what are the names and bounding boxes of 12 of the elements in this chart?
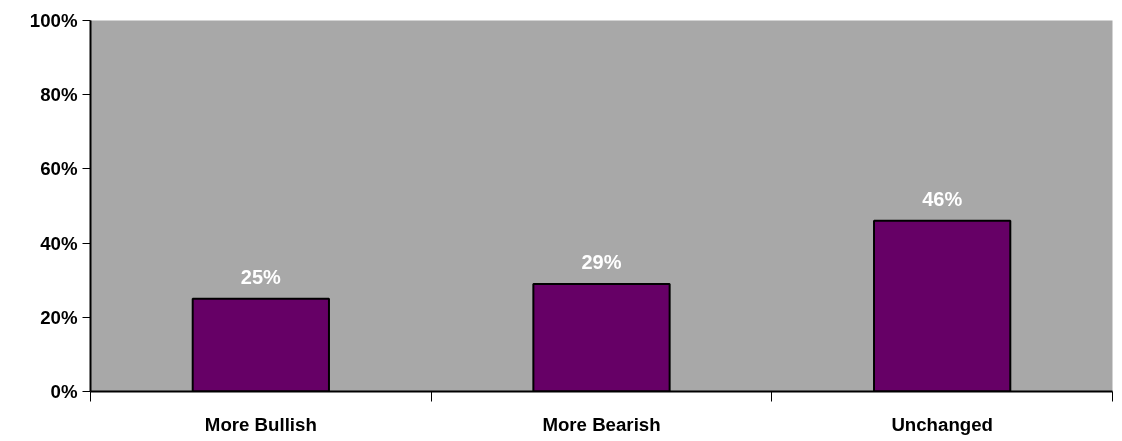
y-tick-label: 80% bbox=[40, 84, 78, 106]
x-tick-label: More Bullish bbox=[204, 413, 317, 435]
x-tick-label: More Bearish bbox=[542, 413, 661, 435]
data-label: 25% bbox=[240, 265, 282, 288]
y-tick-label: 40% bbox=[40, 232, 78, 254]
x-tick-label: Unchanged bbox=[891, 413, 993, 435]
y-tick-label: 0% bbox=[50, 381, 78, 402]
y-tick-label: 20% bbox=[40, 306, 78, 328]
data-label: 46% bbox=[922, 187, 963, 210]
y-tick-label: 100% bbox=[29, 10, 78, 31]
y-tick-label: 60% bbox=[40, 158, 78, 180]
data-label: 29% bbox=[581, 250, 622, 273]
